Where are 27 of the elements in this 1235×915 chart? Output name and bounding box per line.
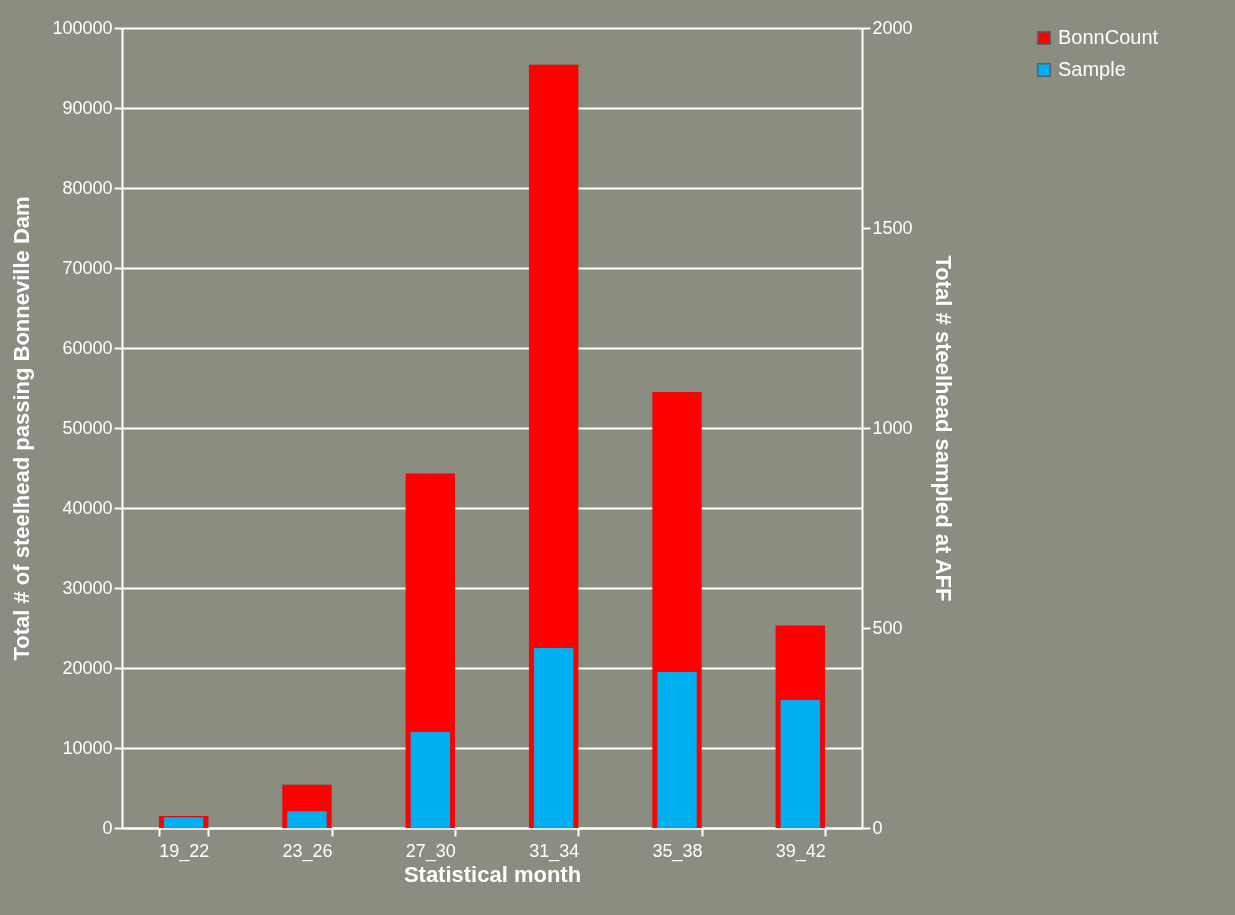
- x-tick-label: 19_22: [159, 840, 210, 862]
- legend-label: BonnCount: [1058, 26, 1159, 48]
- y2-tick-label: 500: [872, 617, 903, 638]
- y2-axis-title: Total # steelhead sampled at AFF: [930, 255, 956, 602]
- x-axis-title: Statistical month: [403, 861, 582, 887]
- y2-tick-label: 0: [872, 817, 883, 838]
- x-tick-label: 31_34: [529, 840, 580, 862]
- y-tick-label: 100000: [52, 17, 113, 38]
- y-tick-label: 10000: [62, 737, 113, 758]
- y-tick-label: 90000: [62, 97, 113, 118]
- legend-label: Sample: [1058, 58, 1126, 80]
- y-tick-label: 40000: [62, 497, 113, 518]
- y-axis-title: Total # of steelhead passing Bonneville Dam: [9, 196, 35, 661]
- y-tick-label: 60000: [62, 337, 113, 358]
- y-tick-label: 80000: [62, 177, 113, 198]
- y-tick-label: 70000: [62, 257, 113, 278]
- y-tick-label: 30000: [62, 577, 113, 598]
- x-tick-label: 23_26: [282, 840, 333, 862]
- y2-tick-label: 1000: [872, 417, 913, 438]
- x-tick-label: 35_38: [652, 840, 703, 862]
- x-tick-label: 27_30: [405, 840, 456, 862]
- x-tick-label: 39_42: [775, 840, 826, 862]
- y-tick-label: 20000: [62, 657, 113, 678]
- y-tick-label: 50000: [62, 417, 113, 438]
- y2-tick-label: 1500: [872, 217, 913, 238]
- y2-tick-label: 2000: [872, 17, 913, 38]
- y-tick-label: 0: [102, 817, 113, 838]
